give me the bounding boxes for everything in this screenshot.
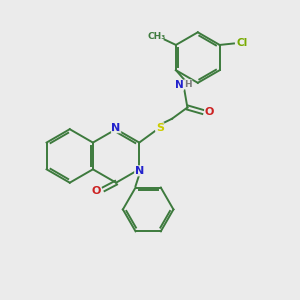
Text: H: H — [184, 80, 192, 89]
Text: O: O — [205, 107, 214, 117]
Text: N: N — [135, 166, 144, 176]
Text: S: S — [156, 123, 164, 133]
Text: N: N — [175, 80, 184, 90]
Text: Cl: Cl — [237, 38, 248, 48]
Text: O: O — [92, 186, 101, 196]
Text: CH₃: CH₃ — [147, 32, 165, 40]
Text: N: N — [112, 123, 121, 133]
